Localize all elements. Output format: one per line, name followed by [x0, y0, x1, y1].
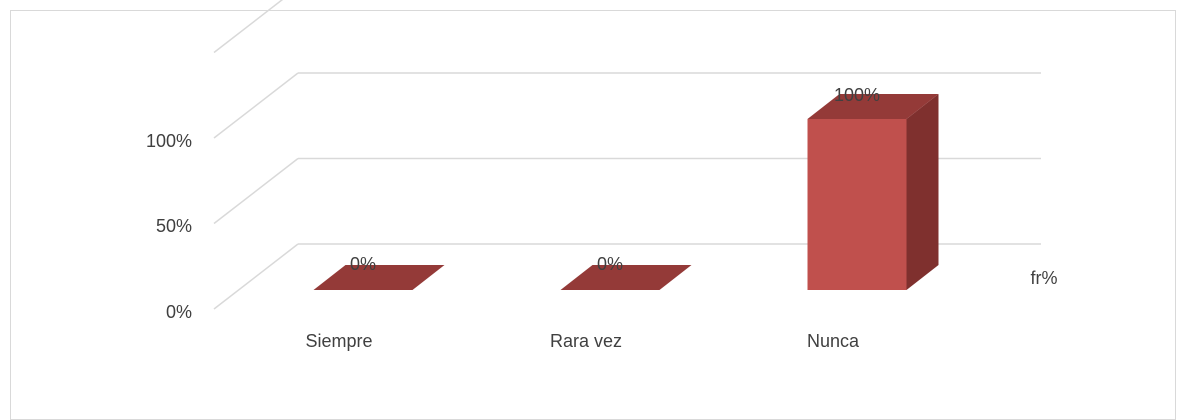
y-tick-label-50: 50%	[156, 216, 192, 236]
bar-top-rara-vez	[560, 265, 692, 290]
data-label-nunca: 100%	[834, 85, 880, 105]
bar-side-nunca	[906, 94, 939, 290]
category-label-rara-vez: Rara vez	[550, 331, 622, 351]
gridline-side-150	[213, 0, 284, 54]
bar-top-nunca	[807, 94, 939, 119]
gridline-side-0	[213, 243, 299, 310]
chart-frame	[10, 10, 1176, 420]
gridline-side-50	[213, 157, 299, 225]
chart-svg: 0% 50% 100% Siempre Rara vez Nunca 0% 0%…	[146, 0, 1058, 351]
category-label-siempre: Siempre	[305, 331, 372, 351]
data-label-rara-vez: 0%	[597, 254, 623, 274]
bar-front-nunca	[807, 119, 907, 290]
gridline-side-100	[213, 72, 299, 139]
series-label: fr%	[1031, 268, 1058, 288]
bars	[313, 94, 939, 290]
y-tick-label-100: 100%	[146, 131, 192, 151]
category-label-nunca: Nunca	[807, 331, 860, 351]
y-tick-label-0: 0%	[166, 302, 192, 322]
data-label-siempre: 0%	[350, 254, 376, 274]
bar-top-siempre	[313, 265, 445, 290]
